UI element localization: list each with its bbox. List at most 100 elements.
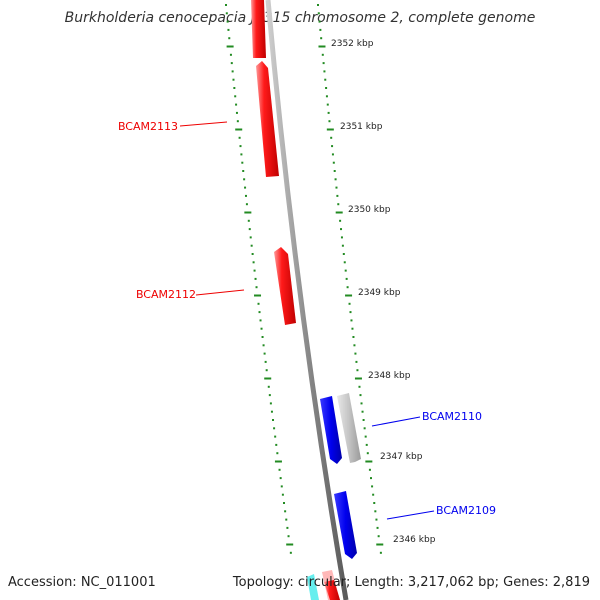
scale-label: 2351 kbp xyxy=(340,122,383,132)
minor-tick xyxy=(286,526,289,529)
minor-tick xyxy=(229,53,232,56)
minor-tick xyxy=(249,236,252,239)
gene-label-line xyxy=(195,289,245,296)
minor-tick xyxy=(323,70,326,73)
gene-feature xyxy=(324,580,340,600)
minor-tick xyxy=(322,62,325,65)
minor-tick xyxy=(371,485,374,488)
outer-tick-ring xyxy=(225,4,294,554)
minor-tick xyxy=(328,120,331,123)
minor-tick xyxy=(350,319,353,322)
minor-tick xyxy=(227,28,230,31)
minor-tick xyxy=(365,443,368,446)
minor-tick xyxy=(376,526,379,529)
major-tick xyxy=(264,377,272,380)
minor-tick xyxy=(235,111,238,114)
minor-tick xyxy=(330,136,333,139)
gene-label-line xyxy=(179,121,228,127)
major-tick xyxy=(365,460,373,463)
minor-tick xyxy=(379,551,382,554)
minor-tick xyxy=(331,145,334,148)
major-tick xyxy=(244,211,252,214)
minor-tick xyxy=(372,493,375,496)
gene-bcam2111[interactable] xyxy=(337,393,361,463)
minor-tick xyxy=(349,311,352,314)
scale-label: 2352 kbp xyxy=(331,39,374,49)
minor-tick xyxy=(355,360,358,363)
minor-tick xyxy=(352,336,355,338)
minor-tick xyxy=(345,277,348,280)
minor-tick xyxy=(258,311,261,314)
minor-tick xyxy=(327,111,330,114)
gene-label-bcam2113: BCAM2113 xyxy=(118,120,178,133)
minor-tick xyxy=(319,28,322,31)
minor-tick xyxy=(364,435,367,438)
minor-tick xyxy=(368,468,371,471)
gene-feature xyxy=(251,0,266,58)
scale-label: 2347 kbp xyxy=(380,452,423,462)
minor-tick xyxy=(318,20,321,23)
minor-tick xyxy=(260,327,263,330)
minor-tick xyxy=(269,402,272,405)
minor-tick xyxy=(230,62,233,65)
minor-tick xyxy=(273,427,276,430)
minor-tick xyxy=(342,253,345,255)
minor-tick xyxy=(276,452,279,455)
scale-label: 2346 kbp xyxy=(393,535,436,545)
minor-tick xyxy=(363,427,366,430)
gene-label-bcam2109: BCAM2109 xyxy=(436,504,496,517)
minor-tick xyxy=(272,419,275,421)
minor-tick xyxy=(274,435,277,438)
gene-label-bcam2110: BCAM2110 xyxy=(422,410,482,423)
minor-tick xyxy=(228,37,231,40)
minor-tick xyxy=(343,261,346,264)
minor-tick xyxy=(374,510,377,513)
minor-tick xyxy=(346,286,349,289)
minor-tick xyxy=(239,145,242,148)
minor-tick xyxy=(336,194,339,197)
minor-tick xyxy=(337,203,340,206)
minor-tick xyxy=(255,286,258,289)
minor-tick xyxy=(333,170,336,172)
minor-tick xyxy=(317,4,319,6)
minor-tick xyxy=(341,244,344,247)
minor-tick xyxy=(340,228,343,231)
gene-bcam2110[interactable] xyxy=(320,396,342,464)
minor-tick xyxy=(278,468,281,471)
minor-tick xyxy=(284,510,287,513)
minor-tick xyxy=(361,410,364,413)
major-tick xyxy=(226,45,234,48)
minor-tick xyxy=(238,136,241,139)
gene-bcam2113[interactable] xyxy=(256,61,279,177)
minor-tick xyxy=(268,394,271,397)
map-title: Burkholderia cenocepacia J2315 chromosom… xyxy=(64,10,536,26)
minor-tick xyxy=(369,477,372,480)
minor-tick xyxy=(275,443,278,446)
gene-bcam2112[interactable] xyxy=(274,247,296,325)
minor-tick xyxy=(231,70,234,73)
scale-label: 2350 kbp xyxy=(348,205,391,215)
major-tick xyxy=(286,543,294,546)
minor-tick xyxy=(247,219,250,222)
major-tick xyxy=(376,543,384,546)
minor-tick xyxy=(279,477,282,480)
minor-tick xyxy=(254,277,257,280)
minor-tick xyxy=(257,302,260,305)
minor-tick xyxy=(262,344,265,347)
minor-tick xyxy=(242,170,245,172)
minor-tick xyxy=(377,535,380,538)
minor-tick xyxy=(375,518,378,521)
major-tick xyxy=(235,128,243,131)
minor-tick xyxy=(235,103,238,106)
minor-tick xyxy=(320,37,323,40)
minor-tick xyxy=(289,551,292,554)
minor-tick xyxy=(225,12,228,15)
minor-tick xyxy=(366,452,369,455)
minor-tick xyxy=(334,178,337,181)
minor-tick xyxy=(233,87,236,89)
gene-bcam2109[interactable] xyxy=(334,491,357,559)
major-tick xyxy=(354,377,362,380)
minor-tick xyxy=(244,194,247,197)
minor-tick xyxy=(265,369,268,372)
minor-tick xyxy=(244,186,247,189)
